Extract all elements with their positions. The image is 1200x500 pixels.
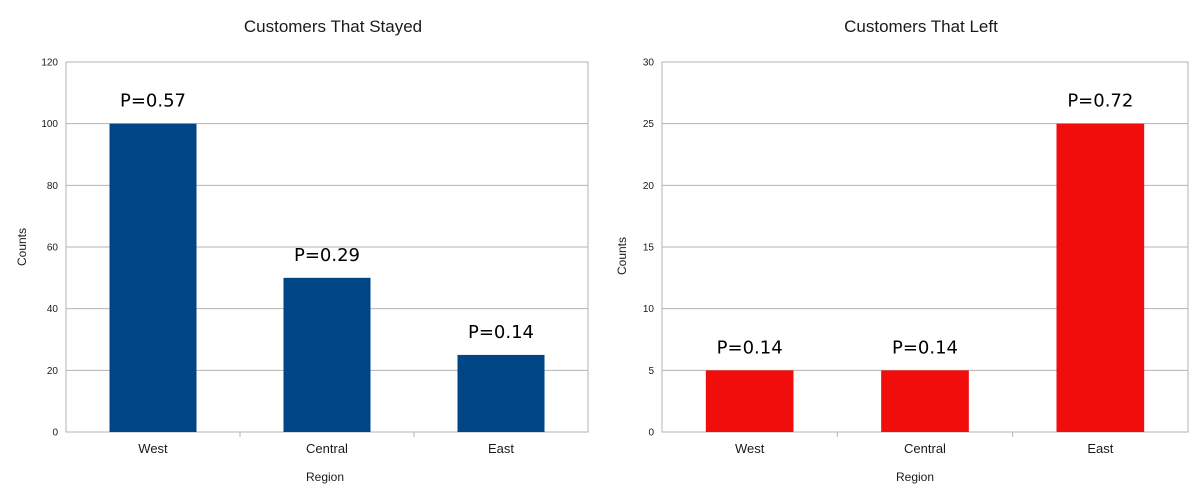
- x-axis-label: Region: [306, 470, 344, 484]
- bar-east: [1056, 123, 1145, 433]
- y-tick-label: 5: [648, 366, 654, 377]
- bar-central: [283, 277, 371, 432]
- x-tick-label: West: [138, 441, 168, 456]
- y-tick-label: 0: [648, 428, 654, 439]
- x-tick-label: East: [488, 441, 514, 456]
- x-tick-label: Central: [306, 441, 348, 456]
- x-tick-label: East: [1087, 441, 1113, 456]
- y-tick-label: 60: [47, 243, 59, 254]
- y-axis-label: Counts: [15, 228, 29, 266]
- x-tick-label: West: [735, 441, 765, 456]
- plot-area: 0 5 10 15 20 25 30 P=0.14 West P=0.14 Central P=0.7…: [643, 58, 1189, 456]
- data-label: P=0.14: [892, 337, 958, 358]
- y-tick-label: 15: [643, 243, 655, 254]
- x-tick-label: Central: [904, 441, 946, 456]
- y-tick-label: 80: [47, 181, 59, 192]
- data-label: P=0.14: [468, 322, 534, 343]
- y-tick-label: 25: [643, 119, 655, 130]
- data-label: P=0.57: [120, 91, 186, 112]
- y-tick-label: 10: [643, 304, 655, 315]
- data-label: P=0.14: [717, 337, 783, 358]
- chart-customers-stayed: Customers That Stayed Counts Region 0 20 4…: [15, 17, 589, 484]
- bar-west: [705, 370, 794, 432]
- bar-east: [457, 354, 545, 432]
- data-label: P=0.72: [1067, 91, 1133, 112]
- chart-title: Customers That Left: [844, 17, 998, 36]
- y-tick-label: 120: [41, 58, 58, 69]
- data-label: P=0.29: [294, 245, 360, 266]
- y-tick-label: 0: [52, 428, 58, 439]
- bar-west: [109, 123, 197, 433]
- y-tick-label: 20: [643, 181, 655, 192]
- bar-central: [881, 370, 969, 432]
- x-axis-label: Region: [896, 470, 934, 484]
- y-tick-label: 40: [47, 304, 59, 315]
- y-tick-label: 100: [41, 119, 58, 130]
- chart-customers-left: Customers That Left Counts Region 0 5 10 15…: [615, 17, 1189, 484]
- chart-title: Customers That Stayed: [244, 17, 422, 36]
- y-tick-label: 20: [47, 366, 59, 377]
- y-axis-label: Counts: [615, 237, 629, 275]
- plot-area: 0 20 40 60 80 100 120 P=0.57 West P=0.29 Central P=…: [41, 58, 589, 456]
- y-tick-label: 30: [643, 58, 655, 69]
